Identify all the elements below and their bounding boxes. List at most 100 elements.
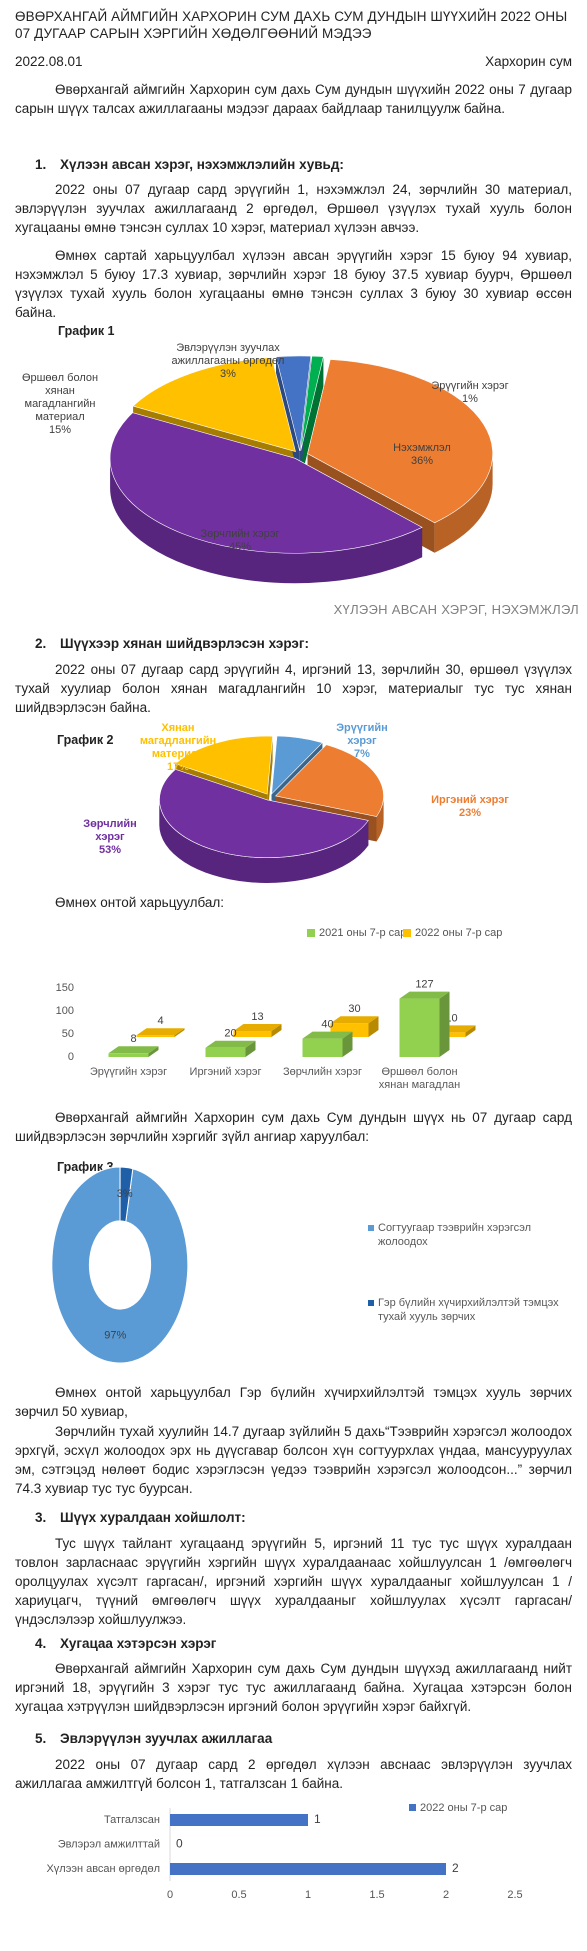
bar [205,1040,256,1057]
slice-side [110,458,423,584]
pie-slice [174,735,273,795]
paragraph: 2022 оны 07 дугаар сард эрүүгийн 1, нэхэ… [15,182,572,235]
bar [108,1046,159,1057]
value-label: 40 [321,1019,333,1031]
pie-slice [271,735,323,795]
chart-plot: 97% 3% [51,1166,374,1364]
data-label: Өршөөл болон хянан магадлангийн материал… [10,372,110,437]
value-label: 1 [314,1812,321,1826]
bar-top [399,991,450,999]
value-label: 30 [348,1003,360,1015]
bar-side [439,991,450,1057]
x-tick-label: 1 [305,1889,311,1901]
bar-side [465,1025,476,1037]
chart: 97% 3% Согтуугаар тээврийн хэрэгсэл жолоод… [0,1160,587,1375]
value-label: 15% [48,424,72,436]
pie-slice [275,355,312,451]
y-tick-label: Татгалзсан [104,1814,160,1826]
figure-label: График 2 [57,733,114,747]
x-tick-label: Иргэний хэрэг [189,1066,262,1078]
value-label: 3% [117,1188,133,1200]
paragraph: Өмнөх онтой харьцуулбал Гэр бүлийн хүчир… [15,1385,572,1419]
bar-side [174,1028,185,1037]
bar-top [136,1028,185,1036]
paragraph: Өмнөх сартай харьцуулбал хүлээн авсан эр… [15,248,572,320]
x-tick-label: 0 [167,1889,173,1901]
bar [399,991,450,1057]
legend-swatch [403,929,411,937]
legend-label: Согтуугаар тээврийн хэрэгсэл жолоодох [378,1222,532,1248]
y-tick-label: 100 [56,1005,74,1017]
bar-side [271,1024,282,1037]
value-label: 17% [166,761,190,773]
value-label: 8 [130,1033,136,1045]
data-label: Эрүүгийн хэрэг 7% [327,722,397,761]
x-tick-label: 2 [443,1889,449,1901]
pie-slice [109,412,423,554]
bar [170,1814,308,1826]
bar-front [399,998,440,1057]
pie-slice [307,359,493,524]
bar-front [205,1047,246,1057]
chart-plot [159,735,384,883]
section-title: Хугацаа хэтэрсэн хэрэг [60,1636,217,1651]
chart-plot: 0 50 100 150 2021 оны 7-р сар 2022 оны 7-р са… [56,927,503,1063]
x-tick-label: 1.5 [369,1889,384,1901]
value-label: 2 [452,1861,459,1875]
section-number: 4. [35,1636,47,1651]
legend-swatch [409,1804,416,1811]
bar-top [330,1016,379,1024]
value-label: 20 [224,1028,236,1040]
data-label: Эрүүгийн хэрэг 1% [415,380,525,406]
section-number: 2. [35,636,47,651]
bar [302,1031,353,1057]
section-number: 1. [35,157,47,172]
section-title: Шүүх хуралдаан хойшлолт: [60,1510,246,1525]
donut-slice [119,1166,134,1223]
value-label: 4 [157,1015,163,1027]
donut-slice [51,1166,189,1364]
chart-plot [109,355,493,584]
chart: Эрүүгийн хэрэг 7% Иргэний хэрэг 23% Зөрчлийн… [0,720,587,885]
x-tick-label: 2.5 [507,1889,522,1901]
section-heading: 1. Хүлээн авсан хэрэг, нэхэмжлэлийн хувьд… [35,155,344,174]
pie-slice [159,769,369,859]
section-number: 5. [35,1731,47,1746]
figure-label: График 3 [57,1160,114,1174]
data-label: Зөрчлийн хэрэг 53% [70,818,150,857]
legend-label: 2021 оны 7-р сар [319,927,406,939]
value-label: 127 [415,978,433,990]
chart-title: ХҮЛЭЭН АВСАН ХЭРЭГ, НЭХЭМЖЛЭЛ [333,602,579,617]
data-label: Эвлэрүүлэн зуучлах ажиллагааны өргөдөл 3% [153,342,303,381]
x-tick-label: Зөрчлийн хэрэг [282,1066,363,1078]
bar-front [233,1031,272,1037]
section-heading: 5. Эвлэрүүлэн зуучлах ажиллагаа [35,1729,272,1748]
category-label: Зөрчлийн хэрэг [83,818,137,843]
x-tick-label: Өршөөл болон хянан магадлан [378,1066,461,1091]
paragraph: Тус шүүх тайлант хугацаанд эрүүгийн 5, и… [15,1536,572,1627]
bar-top [233,1024,282,1031]
y-tick-label: 50 [62,1028,74,1040]
value-label: 1% [462,393,478,405]
chart-plot: 2022 оны 7-р сар 0 0.5 1 1.5 2 2.5 Татгалзсан 1 Э… [46,1802,522,1901]
y-tick-label: Эвлэрэл амжилттай [58,1838,160,1850]
paragraph: Өвөрхангай аймгийн Хархорин сум дахь Сум… [15,1110,572,1144]
bar-front [302,1038,343,1057]
pie-slice [132,357,296,453]
value-label: 45% [228,541,252,553]
bar-side [342,1031,353,1057]
paragraph: 2022 оны 07 дугаар сард 2 өргөдөл хүлээн… [15,1757,572,1791]
chart: 2022 оны 7-р сар 0 0.5 1 1.5 2 2.5 Татгалзсан 1 Э… [0,1800,587,1940]
bar-top [302,1031,353,1039]
bar [136,1028,185,1037]
section-title: Эвлэрүүлэн зуучлах ажиллагаа [60,1731,273,1746]
data-label: Зөрчлийн хэрэг 45% [180,528,300,554]
value-label: 13 [251,1011,263,1023]
value-label: 3% [220,368,236,380]
slice-side [434,453,493,553]
y-tick-label: 0 [68,1051,74,1063]
category-label: Эвлэрүүлэн зуучлах ажиллагааны өргөдөл [171,342,285,367]
bar-front [136,1035,175,1037]
paragraph: Өвөрхангай аймгийн Хархорин сум дахь Сум… [15,82,572,116]
